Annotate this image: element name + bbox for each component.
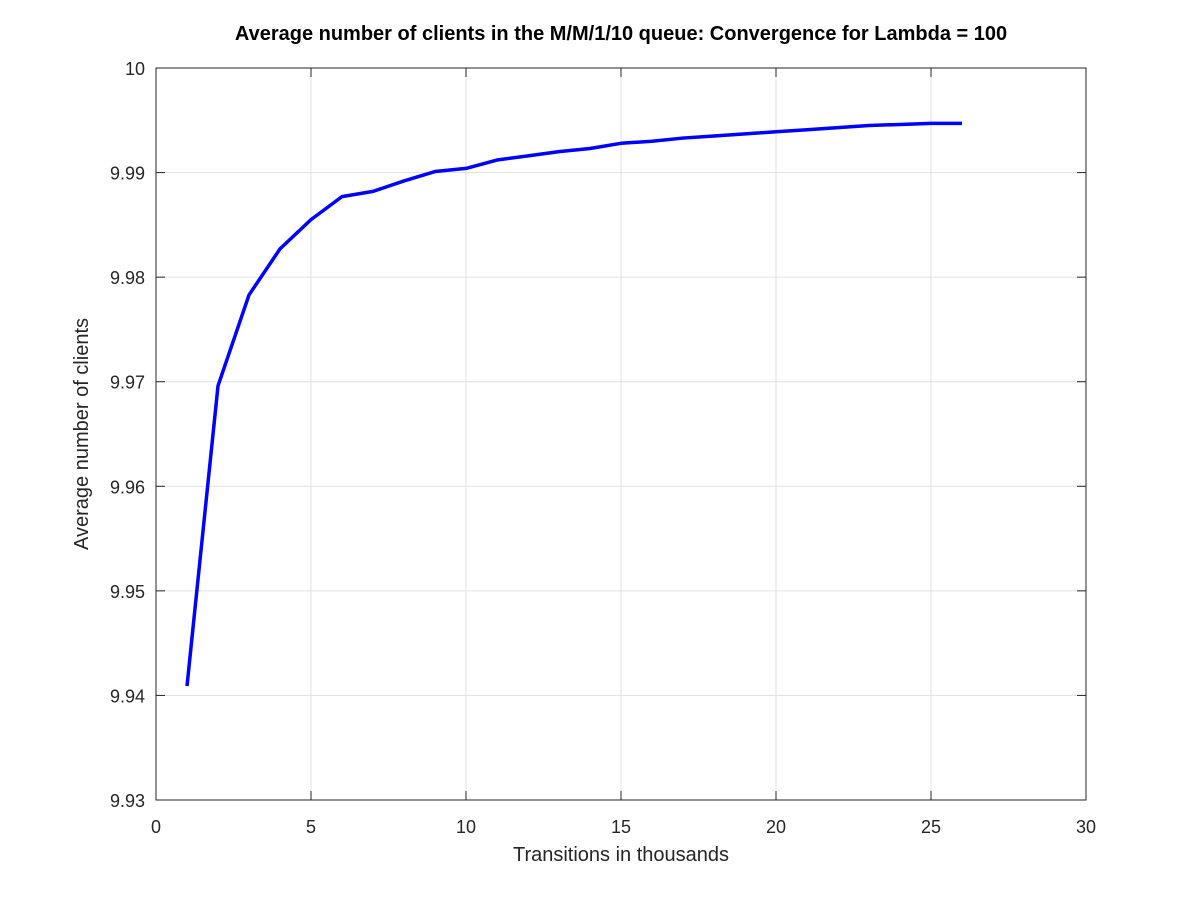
- x-tick-label: 10: [456, 817, 476, 837]
- chart-title: Average number of clients in the M/M/1/1…: [235, 23, 1007, 45]
- x-tick-label: 5: [306, 817, 316, 837]
- x-tick-labels: 0 5 10 15 20 25 30: [151, 817, 1096, 837]
- y-tick-label: 9.98: [110, 268, 145, 288]
- y-tick-labels: 9.93 9.94 9.95 9.96 9.97 9.98 9.99 10: [110, 59, 145, 811]
- series-layer: [185, 121, 963, 687]
- y-tick-label: 9.97: [110, 373, 145, 393]
- y-tick-label: 9.93: [110, 791, 145, 811]
- y-tick-label: 9.96: [110, 477, 145, 497]
- x-tick-label: 30: [1076, 817, 1096, 837]
- y-tick-label: 9.95: [110, 582, 145, 602]
- x-tick-label: 0: [151, 817, 161, 837]
- grid: [156, 68, 1086, 800]
- axes: [155, 67, 1087, 801]
- x-tick-label: 15: [611, 817, 631, 837]
- x-tick-label: 20: [766, 817, 786, 837]
- y-tick-label: 9.94: [110, 686, 145, 706]
- series-line: [185, 121, 962, 687]
- y-tick-label: 10: [125, 59, 145, 79]
- y-tick-label: 9.99: [110, 164, 145, 184]
- x-tick-label: 25: [921, 817, 941, 837]
- x-axis-label: Transitions in thousands: [513, 844, 729, 866]
- y-axis-label: Average number of clients: [71, 318, 93, 550]
